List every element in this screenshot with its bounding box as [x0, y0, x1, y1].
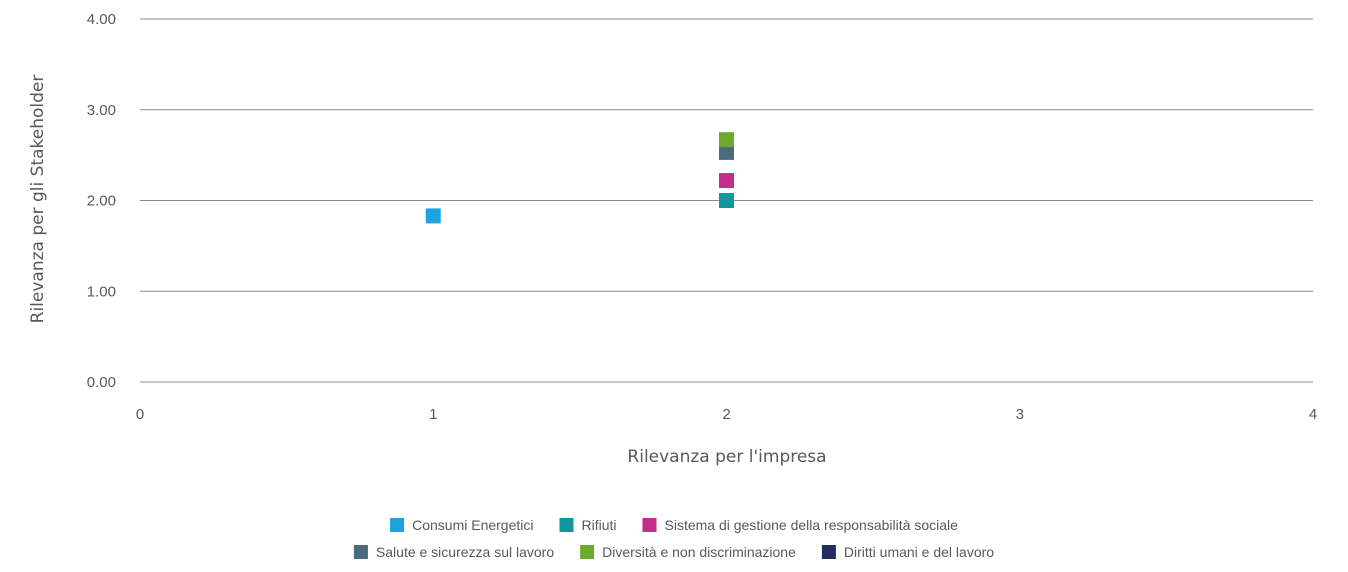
legend-swatch	[390, 518, 405, 532]
data-point	[719, 132, 734, 148]
legend-swatch	[580, 545, 595, 559]
x-tick-label: 3	[1016, 406, 1024, 423]
legend-label: Diritti umani e del lavoro	[844, 544, 994, 560]
legend-item: Diritti umani e del lavoro	[821, 544, 994, 560]
x-tick-label: 2	[722, 406, 730, 423]
y-axis-label: Rilevanza per gli Stakeholder	[28, 75, 48, 324]
legend-label: Consumi Energetici	[412, 517, 533, 533]
legend-label: Rifiuti	[581, 517, 616, 533]
x-tick-label: 4	[1309, 406, 1317, 423]
legend-item: Diversità e non discriminazione	[580, 544, 796, 560]
data-point	[719, 193, 734, 208]
legend-label: Sistema di gestione della responsabilità…	[665, 517, 959, 533]
y-tick-label: 3.00	[87, 102, 116, 119]
data-point	[425, 208, 441, 224]
legend-label: Diversità e non discriminazione	[602, 544, 796, 560]
y-tick-label: 2.00	[87, 193, 116, 210]
legend-item: Rifiuti	[559, 517, 617, 533]
y-tick-label: 0.00	[87, 374, 116, 391]
x-tick-label: 1	[429, 406, 437, 423]
legend-item: Consumi Energetici	[390, 517, 533, 533]
y-tick-label: 4.00	[87, 11, 116, 28]
legend-swatch	[821, 545, 836, 559]
legend-swatch	[559, 518, 574, 532]
data-point	[719, 173, 734, 189]
data-point	[719, 144, 734, 160]
y-tick-label: 1.00	[87, 283, 116, 300]
x-axis-label: Rilevanza per l'impresa	[627, 447, 826, 467]
legend-swatch	[642, 518, 657, 532]
x-axis-ticks: 0 1 2 3 4	[136, 406, 1317, 423]
legend-item: Salute e sicurezza sul lavoro	[353, 544, 554, 560]
x-tick-label: 0	[136, 406, 144, 423]
y-axis-ticks: 0.00 1.00 2.00 3.00 4.00	[87, 11, 116, 391]
legend-swatch	[353, 545, 368, 559]
data-points	[425, 132, 734, 224]
legend-label: Salute e sicurezza sul lavoro	[376, 544, 554, 560]
legend-item: Sistema di gestione della responsabilità…	[642, 517, 959, 533]
legend: Consumi Energetici Rifiuti Sistema di gest…	[353, 517, 994, 560]
